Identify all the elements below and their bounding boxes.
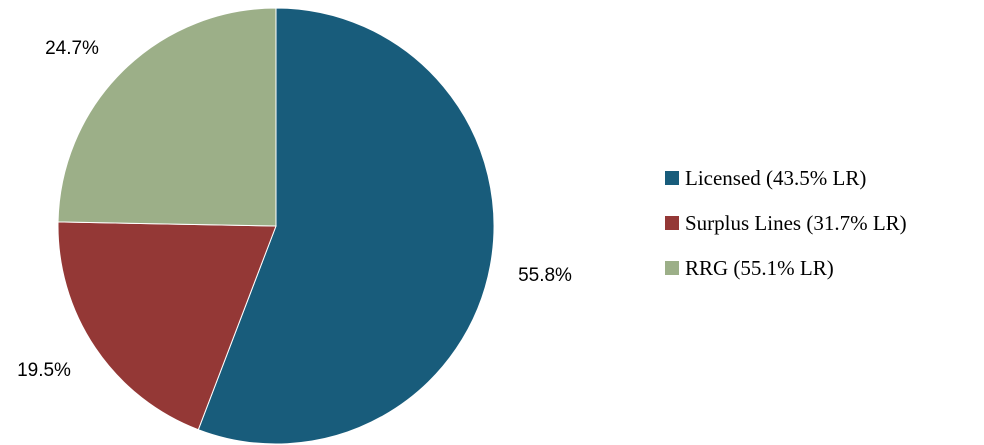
- pie-slice-licensed: [197, 7, 495, 445]
- pie-slice-rrg: [57, 7, 277, 227]
- legend-label-surplus: Surplus Lines (31.7% LR): [685, 211, 907, 235]
- pie-slice-surplus: [57, 221, 277, 431]
- legend-label-rrg: RRG (55.1% LR): [685, 256, 834, 280]
- legend-swatch-rrg: [665, 261, 679, 275]
- pie-data-labels: 55.8% 19.5% 24.7%: [17, 38, 572, 381]
- legend-swatch-licensed: [665, 171, 679, 185]
- legend: Licensed (43.5% LR) Surplus Lines (31.7% …: [665, 166, 907, 280]
- legend-label-licensed: Licensed (43.5% LR): [685, 166, 866, 190]
- data-label-licensed: 55.8%: [518, 265, 572, 286]
- legend-swatch-surplus: [665, 216, 679, 230]
- data-label-surplus: 19.5%: [17, 360, 71, 381]
- data-label-rrg: 24.7%: [45, 38, 99, 59]
- pie-slices: [57, 7, 495, 445]
